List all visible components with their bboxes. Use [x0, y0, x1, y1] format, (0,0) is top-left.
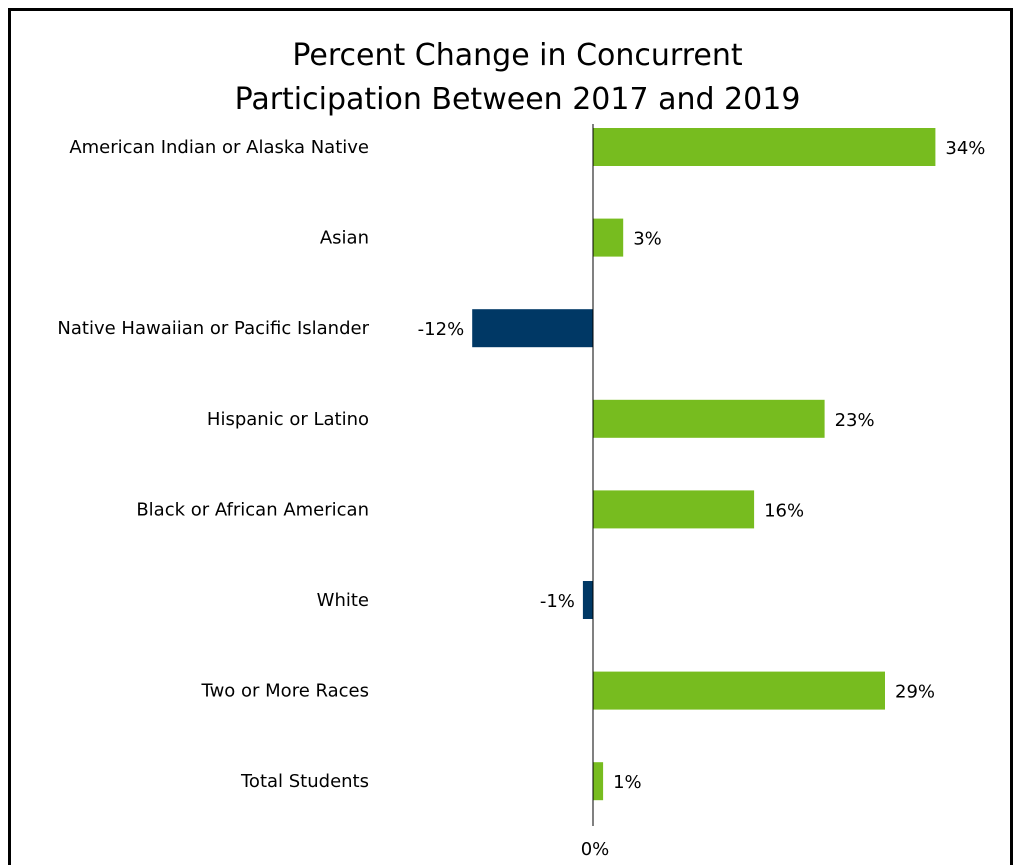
chart-title: Percent Change in Concurrent Participati… [0, 34, 1015, 122]
category-label: Two or More Races [201, 681, 369, 702]
category-label: Asian [320, 228, 369, 249]
data-label: 1% [613, 772, 642, 793]
labels-group: American Indian or Alaska Native 34% Asian… [57, 137, 985, 793]
bar [582, 581, 593, 619]
category-label: Total Students [240, 771, 369, 792]
category-label: White [317, 590, 369, 611]
axis-tick-label: 0% [581, 839, 610, 860]
bar [593, 671, 885, 710]
data-label: -1% [540, 591, 575, 612]
bar [593, 218, 624, 257]
category-label: Black or African American [136, 499, 369, 520]
bar [593, 399, 825, 438]
bars-group [472, 128, 936, 801]
bar [593, 762, 604, 801]
data-label: -12% [418, 319, 465, 340]
data-label: 29% [895, 682, 935, 703]
data-label: 3% [633, 229, 662, 250]
category-label: American Indian or Alaska Native [69, 137, 369, 158]
data-label: 16% [764, 500, 804, 521]
chart-title-line-1: Percent Change in Concurrent [292, 38, 743, 73]
category-label: Hispanic or Latino [207, 409, 369, 430]
bar [472, 309, 593, 348]
category-label: Native Hawaiian or Pacific Islander [57, 318, 369, 339]
bar [593, 490, 755, 529]
chart-title-line-2: Participation Between 2017 and 2019 [234, 82, 801, 117]
data-label: 34% [945, 138, 985, 159]
data-label: 23% [835, 410, 875, 431]
bar [593, 128, 936, 166]
